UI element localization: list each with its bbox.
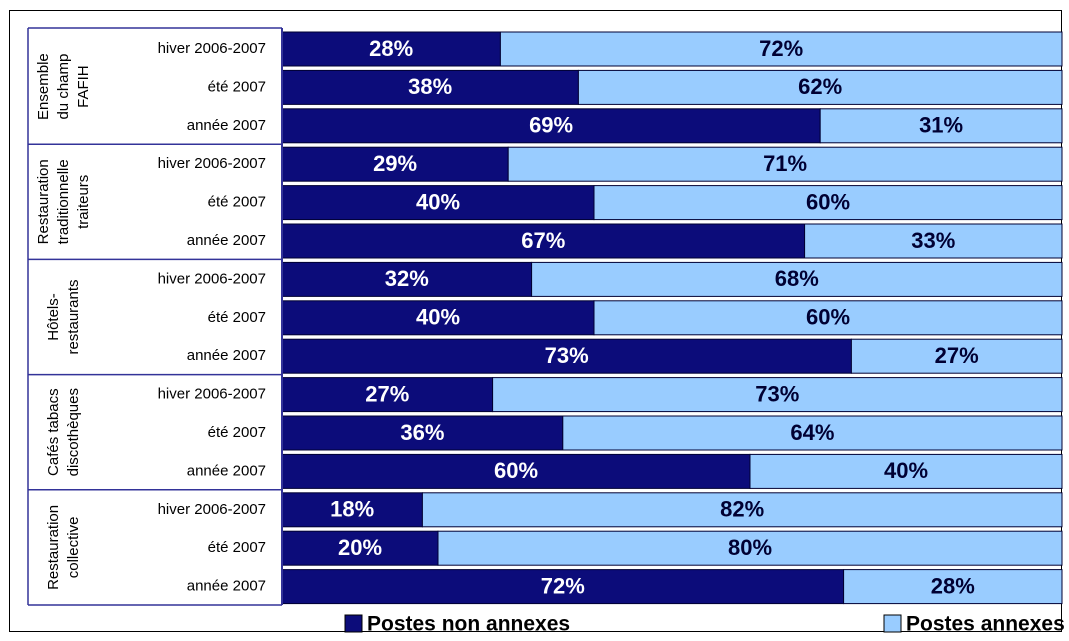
bar-segment [281, 31, 501, 67]
category-label: hiver 2006-2007 [158, 501, 266, 518]
value-label: 28% [931, 573, 975, 598]
value-label: 72% [759, 36, 803, 61]
bar-segment [507, 146, 1063, 182]
category-label: été 2007 [208, 194, 266, 211]
bar-segment [804, 223, 1063, 259]
category-label: hiver 2006-2007 [158, 155, 266, 172]
category-label: été 2007 [208, 424, 266, 441]
group-label: Hôtels- [45, 293, 62, 341]
value-label: 40% [416, 305, 460, 330]
bar-segment [281, 453, 751, 489]
group-label: FAFIH [75, 65, 92, 108]
value-label: 73% [545, 343, 589, 368]
group-label: Restauration [45, 505, 62, 590]
value-label: 28% [369, 36, 413, 61]
value-label: 29% [373, 151, 417, 176]
bar-segment [281, 338, 852, 374]
value-label: 68% [775, 266, 819, 291]
category-label: été 2007 [208, 309, 266, 326]
value-label: 27% [365, 381, 409, 406]
category-label: hiver 2006-2007 [158, 40, 266, 57]
value-label: 69% [529, 113, 573, 138]
group-label: collective [65, 517, 82, 579]
value-label: 60% [806, 305, 850, 330]
category-label: hiver 2006-2007 [158, 270, 266, 287]
category-label: été 2007 [208, 78, 266, 95]
bar-segment [593, 185, 1063, 221]
bar-segment [421, 492, 1063, 528]
bar-segment [492, 377, 1063, 413]
bar-segment [843, 569, 1063, 605]
category-label: année 2007 [187, 578, 266, 595]
bar-segment [749, 453, 1063, 489]
value-label: 60% [494, 458, 538, 483]
bar-segment [281, 492, 423, 528]
value-label: 71% [763, 151, 807, 176]
bar-segment [281, 530, 439, 566]
legend-label: Postes non annexes [367, 613, 570, 636]
value-label: 67% [521, 228, 565, 253]
value-label: 60% [806, 189, 850, 214]
bar-segment [531, 261, 1063, 297]
bar-segment [281, 261, 533, 297]
category-label: année 2007 [187, 232, 266, 249]
bar-segment [437, 530, 1063, 566]
value-label: 32% [385, 266, 429, 291]
group-label: restaurants [65, 279, 82, 354]
bar-segment [281, 223, 806, 259]
group-label: Restauration [35, 159, 52, 244]
category-label: année 2007 [187, 347, 266, 364]
bar-segment [499, 31, 1063, 67]
bar-segment [281, 415, 564, 451]
value-label: 20% [338, 535, 382, 560]
value-label: 72% [541, 573, 585, 598]
bar-segment [850, 338, 1063, 374]
bar-segment [281, 569, 845, 605]
group-label: discothèques [65, 388, 82, 476]
value-label: 40% [884, 458, 928, 483]
category-label: hiver 2006-2007 [158, 386, 266, 403]
group-label: Cafés tabacs [45, 388, 62, 476]
value-label: 82% [720, 497, 764, 522]
bar-segment [577, 69, 1063, 105]
group-label: Ensemble [35, 53, 52, 120]
legend-label: Postes annexes [906, 613, 1065, 636]
category-label: année 2007 [187, 462, 266, 479]
bar-segment [593, 300, 1063, 336]
value-label: 31% [919, 113, 963, 138]
group-label: traiteurs [75, 175, 92, 229]
value-label: 38% [408, 74, 452, 99]
value-label: 73% [755, 381, 799, 406]
value-label: 33% [911, 228, 955, 253]
legend-swatch [344, 614, 363, 633]
bar-segment [281, 185, 595, 221]
category-label: été 2007 [208, 539, 266, 556]
bar-segment [819, 108, 1063, 144]
value-label: 80% [728, 535, 772, 560]
value-label: 40% [416, 189, 460, 214]
value-label: 36% [400, 420, 444, 445]
value-label: 18% [330, 497, 374, 522]
category-label: année 2007 [187, 117, 266, 134]
value-label: 27% [935, 343, 979, 368]
bar-segment [562, 415, 1063, 451]
bar-segment [281, 377, 494, 413]
group-label: traditionnelle [55, 159, 72, 244]
group-label: du champ [55, 54, 72, 120]
value-label: 64% [790, 420, 834, 445]
legend-swatch [883, 614, 902, 633]
value-label: 62% [798, 74, 842, 99]
